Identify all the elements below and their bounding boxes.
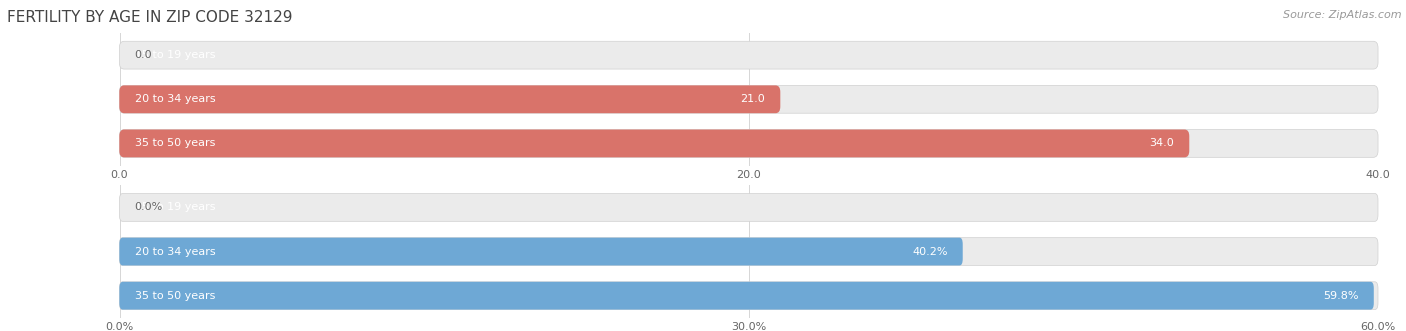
Text: 0.0%: 0.0%	[135, 203, 163, 213]
Text: 35 to 50 years: 35 to 50 years	[135, 138, 215, 148]
Text: 35 to 50 years: 35 to 50 years	[135, 291, 215, 301]
FancyBboxPatch shape	[120, 282, 1374, 309]
Text: 15 to 19 years: 15 to 19 years	[135, 203, 215, 213]
FancyBboxPatch shape	[120, 41, 1378, 69]
FancyBboxPatch shape	[120, 282, 1378, 309]
Text: 20 to 34 years: 20 to 34 years	[135, 94, 215, 104]
FancyBboxPatch shape	[120, 85, 1378, 113]
Text: 34.0: 34.0	[1149, 138, 1174, 148]
FancyBboxPatch shape	[120, 194, 1378, 221]
Text: FERTILITY BY AGE IN ZIP CODE 32129: FERTILITY BY AGE IN ZIP CODE 32129	[7, 10, 292, 25]
Text: 0.0: 0.0	[135, 50, 152, 60]
FancyBboxPatch shape	[120, 85, 780, 113]
Text: 15 to 19 years: 15 to 19 years	[135, 50, 215, 60]
Text: 59.8%: 59.8%	[1323, 291, 1358, 301]
Text: Source: ZipAtlas.com: Source: ZipAtlas.com	[1284, 10, 1402, 20]
Text: 21.0: 21.0	[741, 94, 765, 104]
Text: 40.2%: 40.2%	[912, 247, 948, 257]
FancyBboxPatch shape	[120, 238, 963, 265]
FancyBboxPatch shape	[120, 129, 1378, 157]
FancyBboxPatch shape	[120, 129, 1189, 157]
Text: 20 to 34 years: 20 to 34 years	[135, 247, 215, 257]
FancyBboxPatch shape	[120, 238, 1378, 265]
